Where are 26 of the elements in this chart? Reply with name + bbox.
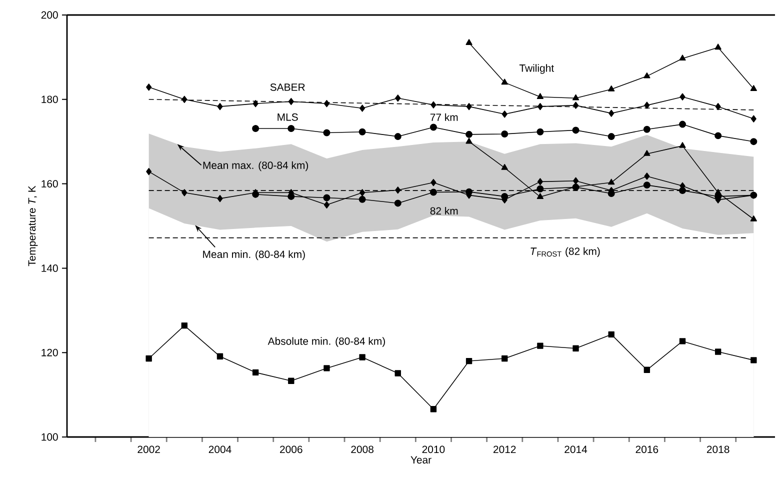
y-tick-label: 160	[42, 180, 58, 188]
x-tick-label: 2008	[351, 446, 374, 454]
annotation: MLS	[278, 113, 298, 121]
x-tick-label: 2018	[706, 446, 730, 454]
y-tick-label: 140	[42, 264, 58, 272]
y-axis-title: Temperature T, K	[28, 186, 38, 266]
annotation: 82 km	[430, 206, 458, 215]
x-tick-label: 2002	[138, 446, 160, 454]
annotation: Absolute min. (80-84 km)	[268, 337, 385, 347]
annotation: T$_{FROST}$ (82 km)	[530, 247, 600, 258]
y-tick-label: 120	[42, 348, 58, 356]
y-tick-label: 100	[42, 433, 58, 441]
x-tick-label: 2010	[422, 446, 445, 454]
x-tick-label: 2004	[208, 446, 232, 454]
annotation: 77 km	[430, 113, 458, 121]
x-tick-label: 2014	[564, 446, 588, 454]
annotation: Mean max. (80-84 km)	[203, 161, 308, 172]
x-axis-title: Year	[410, 456, 432, 464]
annotation: SABER	[270, 83, 305, 91]
x-tick-label: 2016	[636, 446, 658, 454]
y-tick-label: 200	[41, 11, 58, 19]
y-tick-label: 180	[42, 96, 58, 104]
annotation: Mean min. (80-84 km)	[203, 250, 305, 260]
x-tick-label: 2012	[494, 446, 516, 454]
x-tick-label: 2006	[280, 446, 302, 454]
annotation: Twilight	[519, 64, 554, 74]
